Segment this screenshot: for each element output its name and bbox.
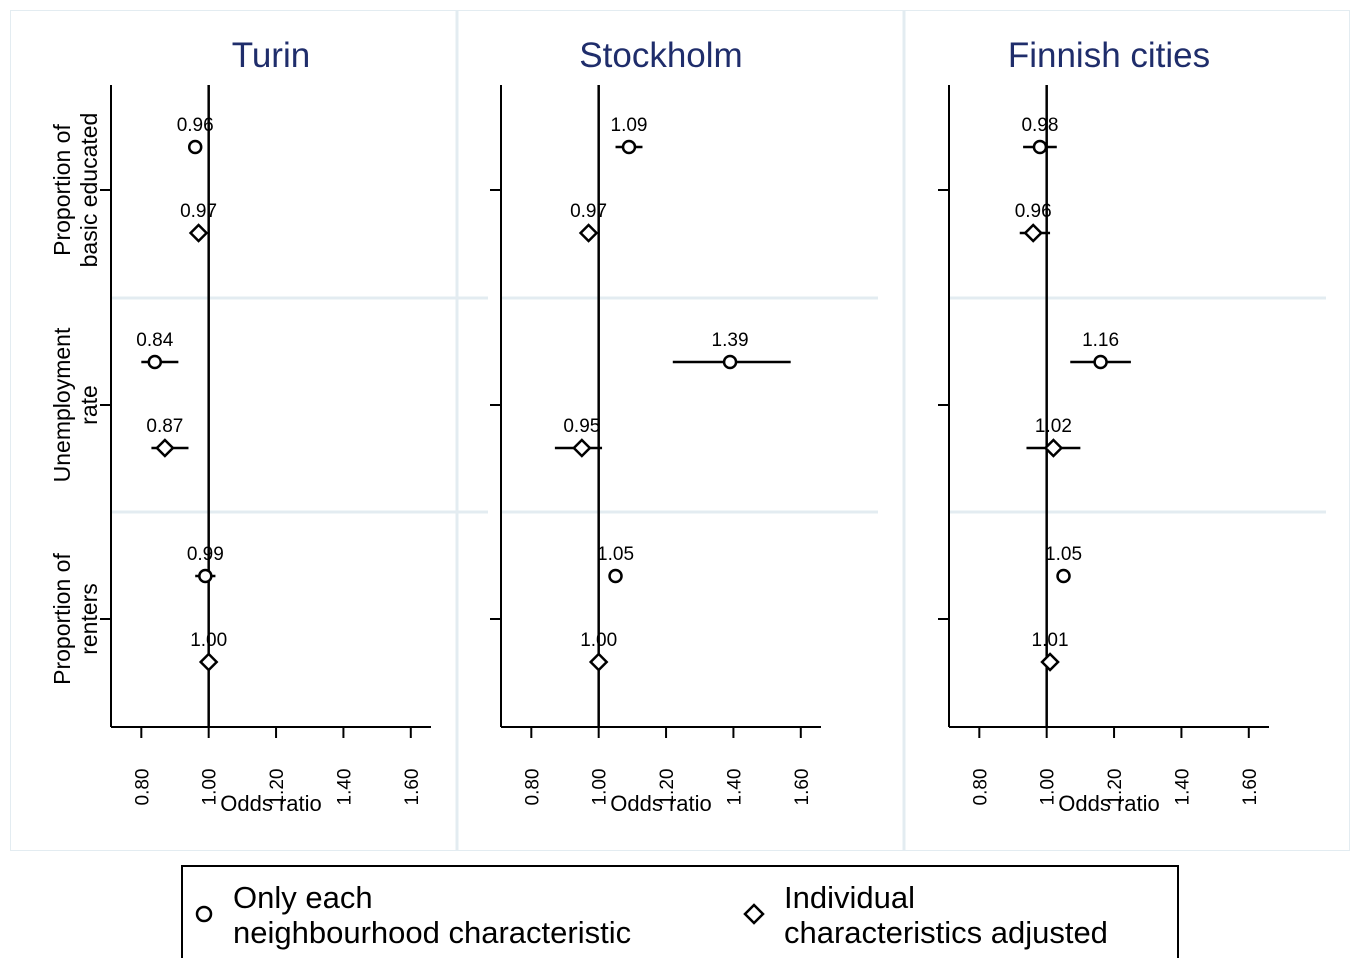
diamond-marker <box>188 223 209 243</box>
data-label: 1.01 <box>1032 630 1069 651</box>
data-label: 0.98 <box>1021 115 1058 136</box>
data-label: 0.96 <box>1015 201 1052 222</box>
data-point: 1.16 <box>1070 330 1131 370</box>
legend-label: characteristics adjusted <box>784 915 1108 950</box>
diamond-marker <box>588 652 609 672</box>
diamond-marker <box>578 223 599 243</box>
data-point: 1.09 <box>611 115 648 155</box>
y-group-label: Proportion of <box>49 553 75 685</box>
x-tick-label: 1.40 <box>724 769 745 806</box>
data-point: 0.96 <box>177 115 214 155</box>
data-label: 1.09 <box>611 115 648 136</box>
data-point: 0.96 <box>1015 201 1052 243</box>
circle-marker <box>1032 139 1048 155</box>
diamond-marker <box>1043 438 1064 458</box>
diamond-marker <box>1040 652 1060 672</box>
legend-circle-marker <box>195 905 213 923</box>
diamond-marker <box>155 438 175 458</box>
diamond-marker <box>1023 223 1043 243</box>
y-group-label: rate <box>76 385 102 425</box>
x-tick-label: 1.60 <box>402 769 423 806</box>
data-point: 0.84 <box>136 330 179 370</box>
data-point: 0.95 <box>554 416 603 458</box>
data-point: 1.00 <box>190 630 227 672</box>
panel-title: Stockholm <box>579 36 742 75</box>
data-point: 1.05 <box>1045 544 1082 584</box>
circle-marker <box>1093 354 1108 370</box>
x-tick-label: 1.20 <box>267 769 288 806</box>
data-point: 1.00 <box>580 630 617 672</box>
panel-title: Turin <box>232 36 310 75</box>
y-group-label: basic educated <box>76 113 102 268</box>
x-tick-label: 1.60 <box>792 769 813 806</box>
data-label: 0.84 <box>136 330 173 351</box>
circle-marker <box>198 568 213 584</box>
x-tick-label: 1.40 <box>334 769 355 806</box>
x-tick-label: 1.00 <box>200 769 221 806</box>
x-tick-label: 1.60 <box>1240 769 1261 806</box>
data-label: 0.97 <box>180 201 217 222</box>
x-tick-label: 1.00 <box>590 769 611 806</box>
legend-box <box>181 865 1179 958</box>
x-tick-label: 1.20 <box>657 769 678 806</box>
x-tick-label: 1.20 <box>1105 769 1126 806</box>
data-label: 0.95 <box>563 416 600 437</box>
circle-marker <box>608 568 623 584</box>
data-point: 1.05 <box>597 544 634 584</box>
legend-label: Only each <box>233 880 373 915</box>
figure-background <box>10 10 1350 851</box>
x-tick-label: 0.80 <box>970 769 991 806</box>
circle-marker <box>147 354 163 370</box>
circle-marker <box>187 139 203 155</box>
circle-marker <box>1056 568 1071 584</box>
legend-diamond-marker <box>743 903 765 925</box>
circle-marker <box>621 139 637 155</box>
data-point: 1.02 <box>1026 416 1081 458</box>
data-label: 1.00 <box>580 630 617 651</box>
legend-label: neighbourhood characteristic <box>233 915 631 950</box>
x-axis-title: Odds ratio <box>220 791 322 816</box>
panel-title: Finnish cities <box>1008 36 1210 75</box>
data-label: 0.99 <box>187 544 224 565</box>
data-label: 0.97 <box>570 201 607 222</box>
x-tick-label: 0.80 <box>522 769 543 806</box>
panel-turin: Turin 0.80 1.00 1.20 1.40 1.60 Odds ratio 0.96 0… <box>100 36 488 816</box>
x-tick-label: 0.80 <box>132 769 153 806</box>
data-point: 1.01 <box>1032 630 1069 672</box>
diamond-marker <box>572 438 592 458</box>
data-label: 1.16 <box>1082 330 1119 351</box>
data-label: 0.87 <box>146 416 183 437</box>
y-group-label: Proportion of <box>49 124 75 256</box>
data-label: 1.05 <box>1045 544 1082 565</box>
data-point: 0.87 <box>146 416 189 458</box>
data-label: 1.00 <box>190 630 227 651</box>
data-point: 0.98 <box>1021 115 1058 155</box>
x-tick-label: 1.00 <box>1038 769 1059 806</box>
data-point: 0.97 <box>570 201 607 243</box>
diamond-marker <box>198 652 219 672</box>
data-label: 1.02 <box>1035 416 1072 437</box>
panel-finnish-cities: Finnish cities 0.80 1.00 1.20 1.40 1.60 Odds r… <box>938 36 1326 816</box>
y-group-label: renters <box>76 583 102 655</box>
data-label: 1.05 <box>597 544 634 565</box>
data-point: 0.99 <box>187 544 224 584</box>
legend-label: Individual <box>784 880 915 915</box>
data-label: 1.39 <box>712 330 749 351</box>
x-axis-title: Odds ratio <box>1058 791 1160 816</box>
data-point: 1.39 <box>672 330 791 370</box>
data-label: 0.96 <box>177 115 214 136</box>
y-group-label: Unemployment <box>49 327 75 482</box>
data-point: 0.97 <box>180 201 217 243</box>
x-tick-label: 1.40 <box>1172 769 1193 806</box>
x-axis-title: Odds ratio <box>610 791 712 816</box>
circle-marker <box>722 354 738 370</box>
